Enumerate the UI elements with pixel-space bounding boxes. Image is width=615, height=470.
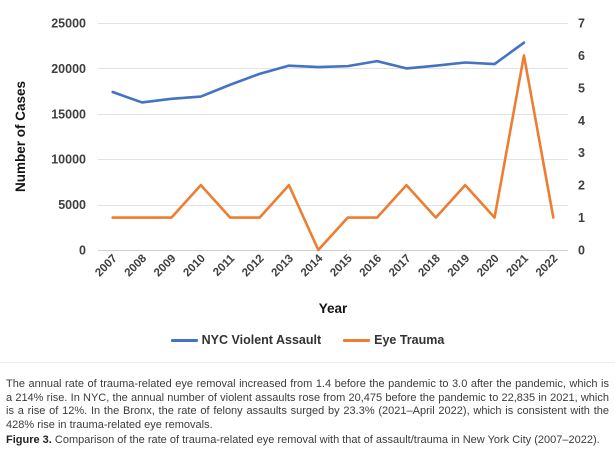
left-axis-tick-label: 15000 [51, 107, 86, 121]
x-axis-tick-label: 2017 [387, 253, 414, 280]
x-axis-tick-label: 2015 [328, 252, 355, 279]
left-axis-tick-label: 25000 [51, 17, 86, 31]
x-axis-tick-label: 2020 [475, 253, 502, 280]
right-axis-tick-label: 7 [578, 17, 585, 31]
x-axis-tick-label: 2014 [299, 252, 326, 279]
right-axis-tick-label: 1 [578, 211, 585, 225]
x-axis-tick-label: 2019 [446, 253, 473, 280]
caption-text: The annual rate of trauma-related eye re… [6, 378, 609, 431]
left-axis-tick-label: 0 [79, 244, 86, 258]
chart-legend: NYC Violent Assault Eye Trauma [0, 330, 615, 350]
left-axis-tick-label: 20000 [51, 62, 86, 76]
left-axis-tick-label: 10000 [51, 153, 86, 167]
x-axis-tick-label: 2009 [152, 253, 179, 280]
right-axis-tick-label: 2 [578, 179, 585, 193]
x-axis-tick-label: 2018 [416, 252, 443, 279]
figure-caption-text: Comparison of the rate of trauma-related… [51, 434, 600, 447]
legend-label: Eye Trauma [374, 333, 445, 347]
right-axis-tick-label: 0 [578, 244, 585, 258]
legend-line-swatch-orange [343, 338, 371, 342]
series-line-eye-trauma [111, 54, 555, 252]
figure-caption: Figure 3. Comparison of the rate of trau… [6, 434, 609, 448]
figure-caption-divider [0, 362, 615, 363]
left-axis-tick-label: 5000 [58, 198, 86, 212]
line-chart: 0 5000 10000 15000 20000 25000 0 1 2 3 4 5 6 7 2007 200… [13, 17, 585, 317]
x-axis-tick-label: 2007 [93, 253, 120, 280]
right-axis-tick-label: 5 [578, 81, 585, 95]
right-axis-tick-label: 6 [578, 49, 585, 63]
series-line-nyc-violent-assault [111, 41, 526, 104]
legend-item-eye-trauma: Eye Trauma [343, 333, 444, 347]
x-axis-tick-label: 2013 [269, 253, 296, 280]
legend-line-swatch-blue [170, 338, 198, 342]
legend-item-nyc-violent-assault: NYC Violent Assault [170, 333, 322, 347]
x-axis-tick-label: 2010 [181, 253, 208, 280]
figure-description: The annual rate of trauma-related eye re… [0, 363, 615, 448]
legend-label: NYC Violent Assault [201, 333, 322, 347]
y-axis-title: Number of Cases [13, 81, 28, 192]
x-axis-tick-label: 2022 [534, 253, 561, 280]
x-axis-tick-label: 2021 [504, 252, 531, 279]
right-axis-tick-label: 3 [578, 146, 585, 160]
right-axis-tick-label: 4 [578, 114, 585, 128]
x-axis-tick-label: 2008 [123, 252, 150, 279]
x-axis-tick-label: 2012 [240, 253, 267, 280]
x-axis-title: Year [319, 301, 348, 316]
x-axis-tick-label: 2016 [358, 253, 385, 280]
x-axis-tick-label: 2011 [211, 252, 238, 279]
figure-label: Figure 3. [6, 434, 52, 447]
